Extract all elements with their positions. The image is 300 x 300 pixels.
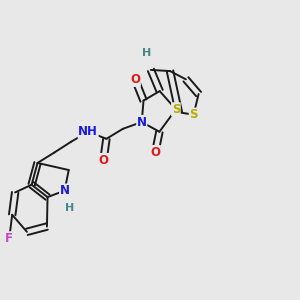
Text: F: F (5, 232, 13, 245)
Text: S: S (172, 103, 180, 116)
Text: S: S (189, 108, 198, 121)
Text: NH: NH (78, 125, 98, 138)
Text: N: N (60, 184, 70, 197)
Text: O: O (130, 74, 140, 86)
Text: H: H (65, 203, 74, 213)
Text: H: H (142, 48, 151, 58)
Text: O: O (150, 146, 160, 159)
Text: N: N (137, 116, 147, 128)
Text: O: O (98, 154, 109, 166)
